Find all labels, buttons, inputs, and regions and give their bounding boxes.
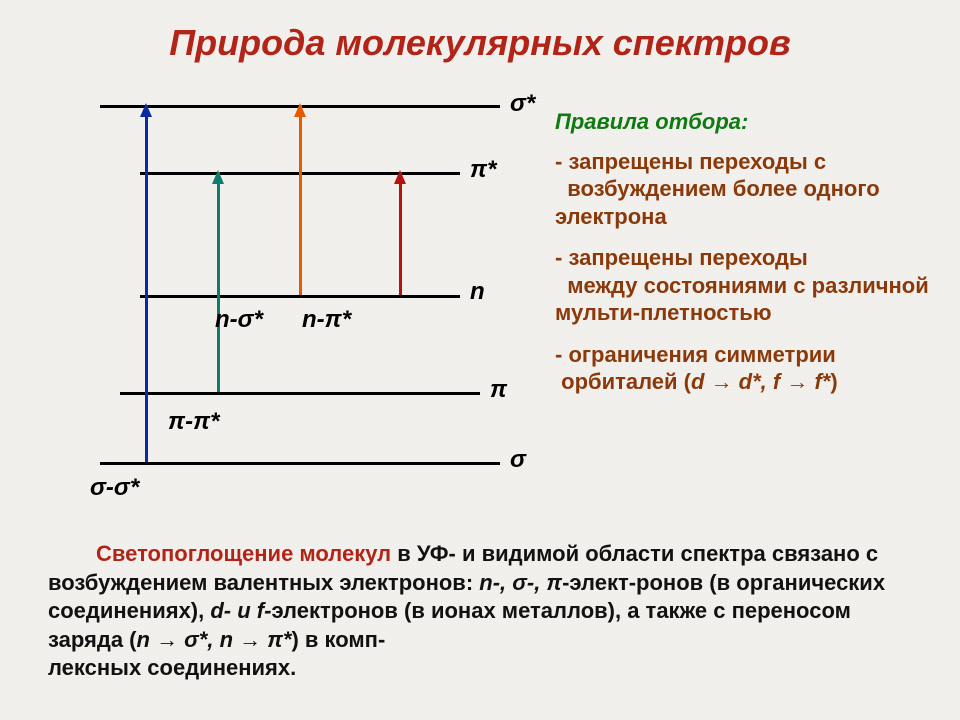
rules-heading: Правила отбора: [555, 108, 930, 136]
transition-label: n-σ* [215, 306, 263, 334]
level-pi [120, 392, 480, 395]
title-text: Природа молекулярных спектров [169, 22, 791, 63]
rule-2: - запрещены переходы между состояниями с… [555, 244, 930, 327]
page-title: Природа молекулярных спектров [0, 22, 960, 64]
level-label-sigma: σ [510, 446, 526, 474]
level-n [140, 295, 460, 298]
transition-label: π-π* [168, 408, 220, 436]
transition-label: σ-σ* [90, 474, 139, 502]
selection-rules: Правила отбора: - запрещены переходы с в… [555, 108, 930, 410]
lead-phrase: Светопоглощение молекул [96, 541, 391, 566]
transition-label: n-π* [302, 306, 351, 334]
energy-diagram: σ*π*nπσn-σ*n-π*π-π*σ-σ* [60, 90, 520, 490]
level-label-n: n [470, 278, 485, 306]
body-paragraph: Светопоглощение молекул в УФ- и видимой … [48, 540, 918, 683]
level-sigma [100, 462, 500, 465]
rule-3: - ограничения симметрии орбиталей (d → d… [555, 341, 930, 396]
rule-1: - запрещены переходы с возбуждением боле… [555, 148, 930, 231]
level-label-sigma_star: σ* [510, 90, 535, 118]
level-label-pi_star: π* [470, 156, 496, 184]
level-label-pi: π [490, 376, 507, 404]
